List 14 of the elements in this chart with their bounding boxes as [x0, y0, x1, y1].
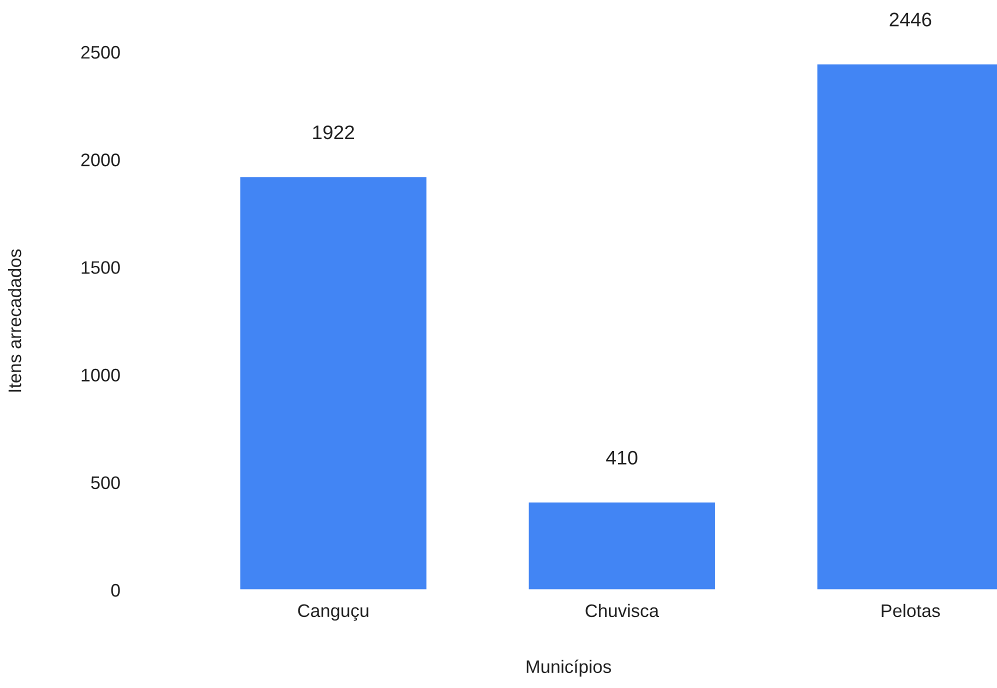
y-axis-title: Itens arrecadados: [8, 249, 22, 392]
y-tick-label: 1000: [82, 368, 120, 382]
y-tick-label: 1500: [82, 261, 120, 274]
y-tick-label: 0: [111, 584, 120, 597]
y-tick-label: 2000: [81, 154, 120, 166]
data-label: 2446: [890, 12, 932, 26]
x-tick-label: Canguçu: [298, 604, 368, 621]
x-axis-title: Municípios: [526, 660, 611, 677]
data-label: 1922: [313, 125, 354, 140]
x-tick-label: Chuvisca: [586, 604, 660, 618]
x-tick-label: Pelotas: [882, 604, 940, 618]
data-label: 410: [606, 450, 638, 465]
y-tick-label: 2500: [81, 46, 120, 59]
y-tick-label: 500: [91, 476, 120, 490]
